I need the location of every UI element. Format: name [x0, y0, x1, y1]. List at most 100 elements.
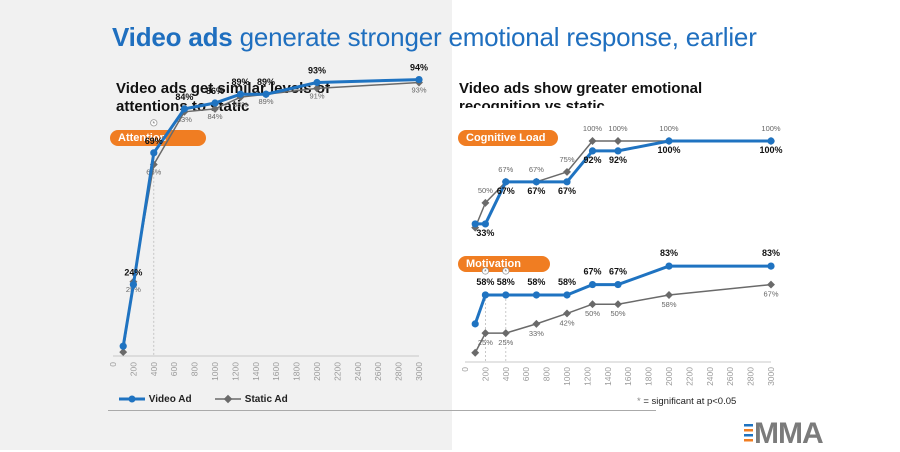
x-tick-label: 2600 [373, 362, 383, 381]
video-ad-data-label: 89% [257, 77, 275, 87]
static-ad-point [501, 329, 510, 338]
video-ad-point [481, 220, 489, 228]
x-tick-label: 200 [480, 367, 490, 381]
x-tick-label: 2800 [746, 367, 756, 386]
video-ad-data-label: 93% [308, 66, 326, 76]
attention-pill: Attention [110, 130, 206, 146]
legend-static: Static Ad [214, 394, 288, 405]
x-tick-label: 1400 [603, 367, 613, 386]
video-ad-point [614, 280, 622, 289]
static-ad-data-label: 65% [146, 168, 161, 177]
video-ad-data-label: 58% [527, 277, 545, 287]
static-ad-point [532, 319, 541, 328]
mma-logo: MMA [742, 413, 852, 450]
page-title-rest: generate stronger emotional response, ea… [232, 22, 757, 52]
static-ad-data-label: 25% [498, 338, 513, 347]
video-ad-point [767, 137, 775, 145]
x-tick-label: 2400 [705, 367, 715, 386]
video-ad-point [313, 78, 321, 87]
video-ad-point [532, 178, 541, 186]
video-ad-point [563, 291, 571, 299]
video-ad-point [180, 105, 188, 113]
static-ad-data-label: 75% [559, 155, 574, 164]
video-ad-data-label: 84% [175, 92, 193, 102]
motivation-pill: Motivation [458, 256, 550, 272]
video-ad-point [502, 291, 510, 299]
video-ad-data-label: 24% [124, 268, 142, 278]
video-ad-line [475, 139, 771, 226]
video-ad-data-label: 58% [558, 277, 576, 287]
x-tick-label: 2800 [394, 362, 404, 381]
video-ad-point [614, 147, 622, 155]
static-ad-data-label: 100% [761, 124, 781, 133]
video-ad-data-label: 83% [660, 248, 678, 258]
x-tick-label: 1000 [562, 367, 572, 386]
static-ad-data-label: 33% [529, 329, 544, 338]
x-tick-label: 0 [460, 367, 470, 372]
static-ad-data-label: 88% [233, 100, 248, 109]
x-tick-label: 200 [128, 362, 138, 376]
video-ad-point [262, 90, 270, 98]
video-ad-data-label: 94% [410, 63, 428, 73]
static-ad-data-label: 50% [478, 186, 493, 195]
legend-divider [108, 410, 656, 411]
mma-logo-graphic: MMA [744, 417, 824, 450]
video-ad-point [588, 280, 597, 289]
significance-marker-symbol: * [504, 269, 507, 276]
video-ad-point [119, 342, 127, 350]
video-ad-data-label: 67% [558, 186, 576, 196]
video-ad-point [588, 147, 597, 155]
x-tick-label: 400 [501, 367, 511, 381]
video-ad-data-label: 100% [759, 145, 782, 155]
video-ad-data-label: 67% [583, 267, 601, 277]
video-ad-data-label: 83% [762, 248, 780, 258]
video-ad-point [129, 281, 137, 289]
static-ad-data-label: 58% [661, 300, 676, 309]
legend-video: Video Ad [118, 394, 192, 405]
left-panel-background [0, 0, 452, 450]
significance-marker-symbol: * [152, 121, 155, 128]
video-ad-line [121, 78, 420, 347]
video-ad-point [665, 262, 673, 270]
static-ad-data-label: 67% [498, 165, 513, 174]
static-ad-point [665, 291, 673, 299]
x-tick-label: 600 [521, 367, 531, 381]
significance-symbol: * [637, 396, 641, 407]
video-ad-point [481, 291, 489, 299]
x-tick-label: 2000 [312, 362, 322, 381]
video-ad-data-label: 69% [145, 136, 163, 146]
x-tick-label: 0 [108, 362, 118, 367]
page-title-bold: Video ads [112, 22, 233, 52]
static-ad-point [563, 167, 571, 176]
right-subtitle-line2: recognition vs static [459, 98, 605, 108]
x-tick-label: 1800 [644, 367, 654, 386]
significance-marker-symbol: * [484, 269, 487, 276]
video-ad-data-label: 67% [497, 186, 515, 196]
video-ad-point [563, 178, 571, 186]
x-tick-label: 3000 [414, 362, 424, 381]
x-tick-label: 1600 [271, 362, 281, 381]
legend-static-label: Static Ad [244, 394, 288, 405]
static-ad-data-label: 67% [529, 165, 544, 174]
video-ad-data-label: 89% [231, 77, 249, 87]
x-tick-label: 1000 [210, 362, 220, 381]
static-ad-data-label: 50% [610, 309, 625, 318]
x-tick-label: 2000 [664, 367, 674, 386]
video-ad-point [767, 262, 775, 270]
x-tick-label: 2400 [353, 362, 363, 381]
video-ad-data-label: 92% [583, 155, 601, 165]
x-tick-label: 2200 [684, 367, 694, 386]
legend-static-swatch [215, 395, 241, 404]
significance-text: = significant at p<0.05 [643, 396, 737, 407]
static-ad-data-label: 89% [258, 97, 273, 106]
static-ad-point [211, 104, 219, 113]
right-subtitle: Video ads show greater emotional recogni… [459, 80, 702, 108]
x-tick-label: 800 [542, 367, 552, 381]
static-ad-data-label: 50% [585, 309, 600, 318]
video-ad-data-label: 100% [657, 145, 680, 155]
x-tick-label: 1400 [251, 362, 261, 381]
static-ad-point [767, 280, 775, 289]
static-ad-data-label: 84% [207, 112, 222, 121]
cognitive-load-pill: Cognitive Load [458, 130, 558, 146]
static-ad-data-label: 100% [608, 124, 628, 133]
